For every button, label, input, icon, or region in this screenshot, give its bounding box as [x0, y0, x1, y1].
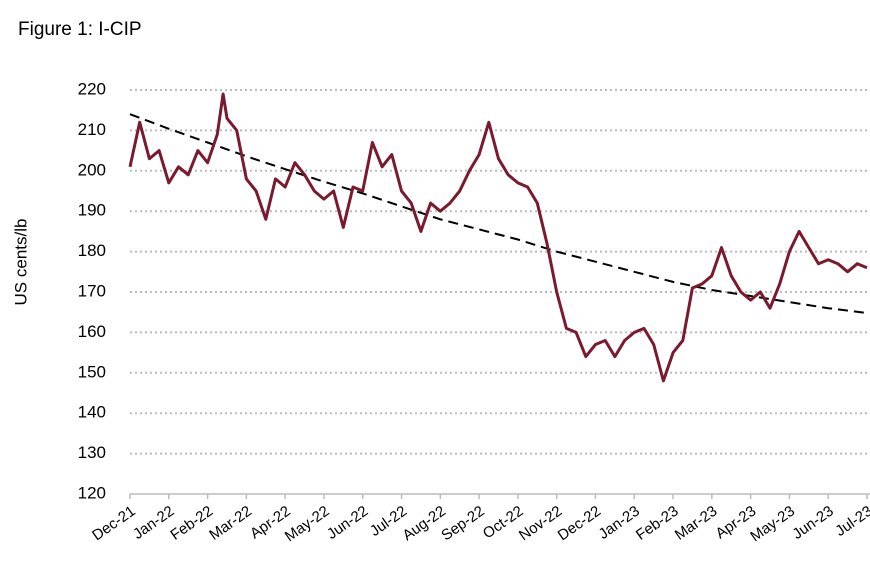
x-tick-label: Feb-23 [633, 503, 682, 544]
x-tick-label: May-23 [747, 503, 798, 546]
data-line [128, 92, 868, 383]
y-axis-label: US cents/lb [11, 219, 30, 306]
y-tick-label: 210 [78, 120, 106, 139]
y-tick-label: 190 [78, 201, 106, 220]
y-tick-label: 160 [78, 322, 106, 341]
chart-title: Figure 1: I-CIP [18, 19, 142, 40]
x-tick-label: Jan-23 [596, 503, 643, 543]
x-tick-label: Nov-22 [516, 503, 565, 545]
x-tick-label: Mar-22 [206, 503, 255, 544]
x-tick-label: Jun-22 [324, 503, 371, 543]
x-tick-label: Jul-23 [832, 503, 870, 540]
x-tick-label: Feb-22 [167, 503, 216, 544]
x-tick-label: Aug-22 [400, 503, 449, 545]
y-tick-label: 220 [78, 79, 106, 98]
y-tick-label: 180 [78, 241, 106, 260]
x-tick-label: Jan-22 [130, 503, 177, 543]
y-tick-label: 170 [78, 281, 106, 300]
x-tick-label: Mar-23 [672, 503, 721, 544]
y-tick-label: 120 [78, 483, 106, 502]
x-tick-label: Sep-22 [438, 503, 487, 545]
x-tick-label: Dec-22 [555, 503, 604, 545]
y-tick-label: 130 [78, 443, 106, 462]
x-tick-label: Jun-23 [789, 503, 836, 543]
y-tick-label: 150 [78, 362, 106, 381]
y-tick-label: 200 [78, 160, 106, 179]
y-tick-label: 140 [78, 403, 106, 422]
x-tick-label: Dec-21 [89, 503, 138, 545]
x-tick-label: May-22 [282, 503, 333, 546]
